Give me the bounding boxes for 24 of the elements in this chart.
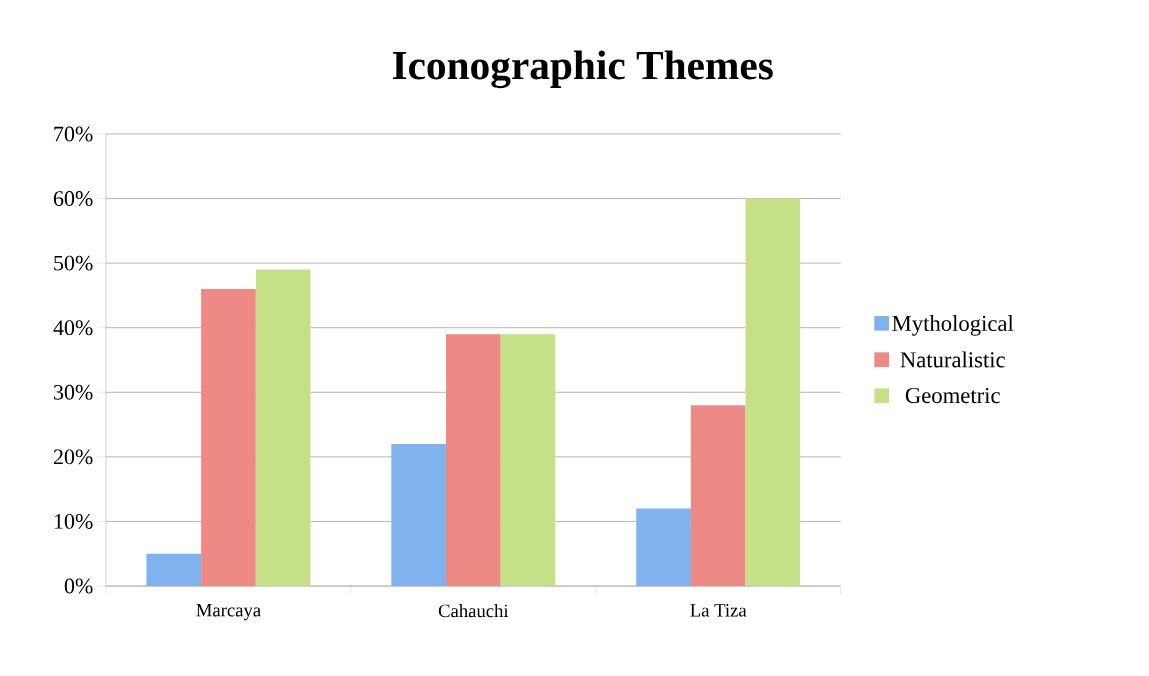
y-tick-label: 50% (54, 255, 93, 271)
y-tick-label: 30% (54, 384, 93, 400)
bar (636, 508, 691, 586)
bar (391, 443, 446, 586)
y-tick-label: 20% (53, 449, 93, 465)
bar (745, 198, 801, 586)
x-tick-label: La Tiza (690, 604, 747, 617)
x-tick-label: Cahauchi (438, 604, 509, 618)
chart-title: Iconographic Themes (392, 50, 773, 89)
y-tick-label: 0% (64, 578, 93, 594)
y-tick-label: 70% (54, 126, 93, 142)
bar (446, 334, 501, 586)
bar (146, 553, 202, 586)
y-tick-label: 10% (54, 513, 93, 529)
legend-label: Naturalistic (900, 351, 1005, 368)
bar (201, 288, 256, 586)
x-tick-label: Marcaya (196, 604, 261, 621)
y-tick-label: 60% (53, 191, 93, 207)
legend-label: Geometric (905, 387, 1000, 404)
legend-label: Mythological (892, 315, 1014, 336)
y-tick-label: 40% (53, 320, 93, 336)
bar (255, 269, 311, 586)
bar (500, 334, 556, 586)
bar (690, 405, 746, 586)
